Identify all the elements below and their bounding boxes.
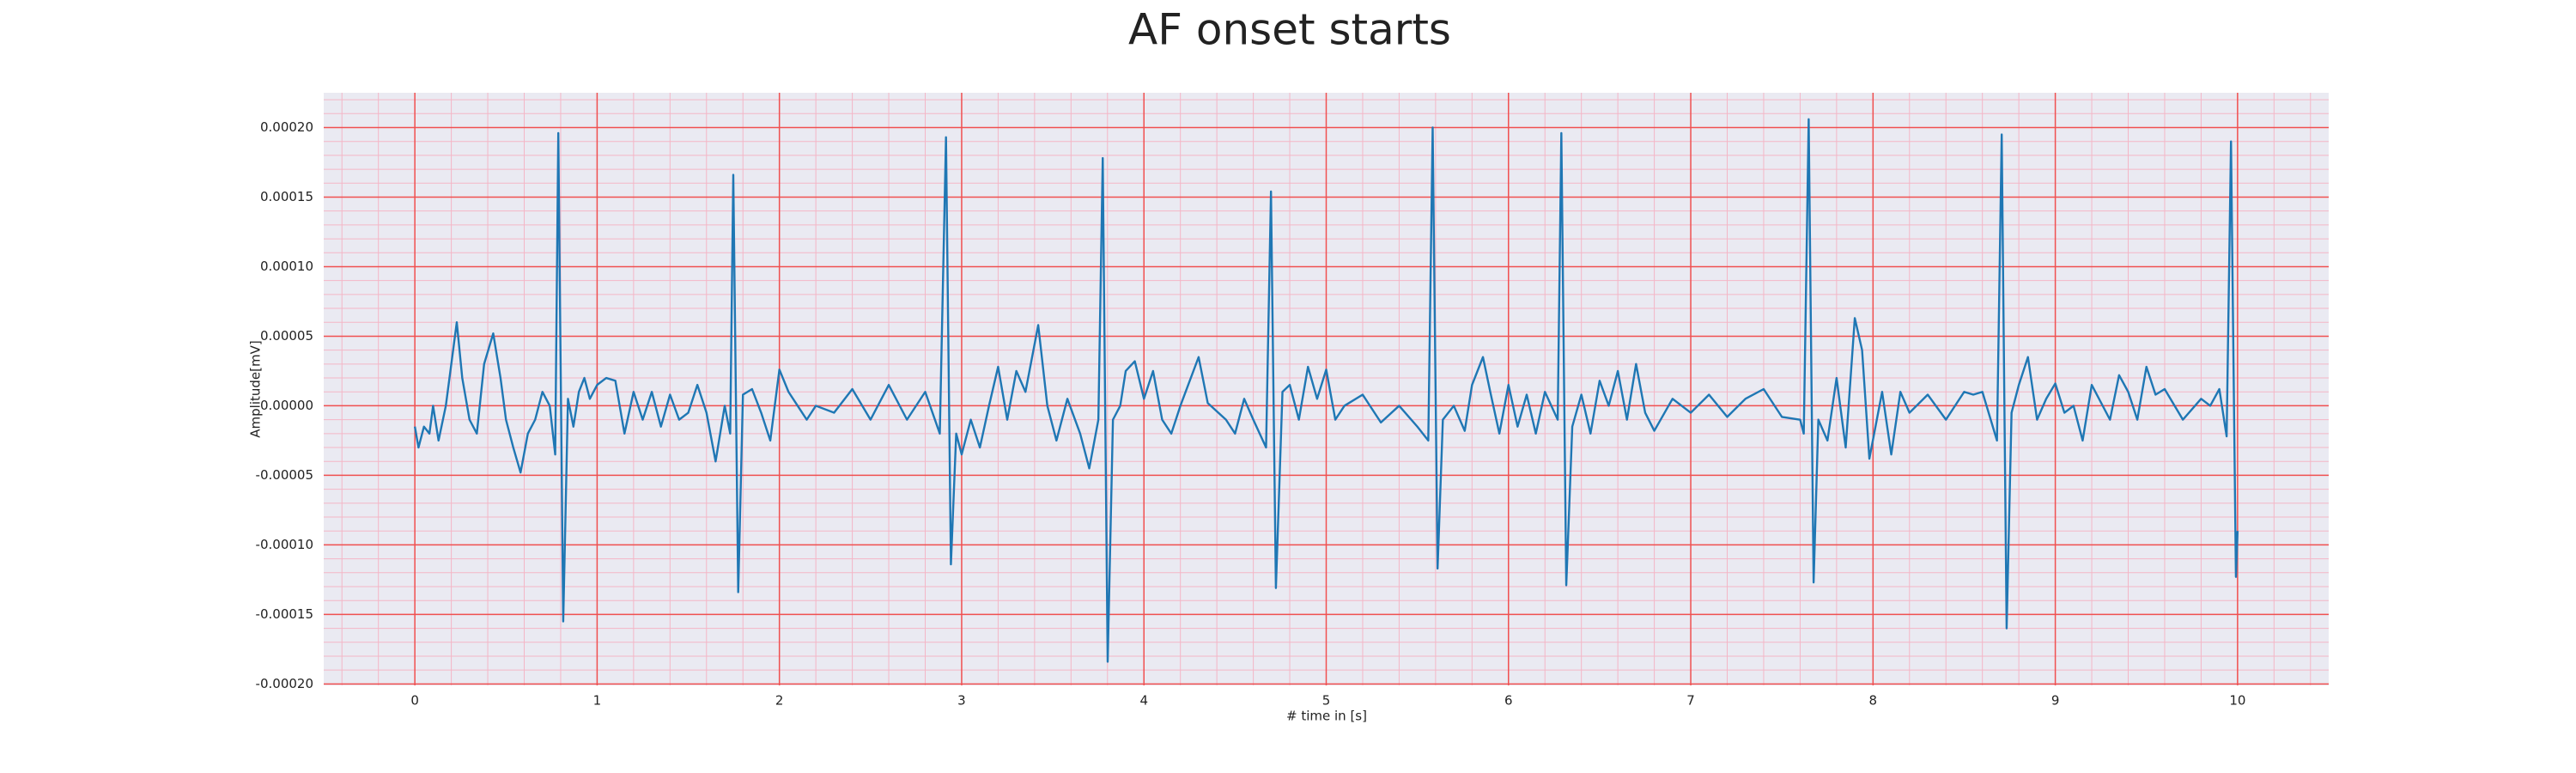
x-tick-label: 0 <box>410 693 419 709</box>
y-tick-label: -0.00005 <box>256 467 313 483</box>
y-tick-label: -0.00020 <box>256 676 313 691</box>
x-tick-label: 5 <box>1322 693 1331 709</box>
x-tick-label: 2 <box>775 693 784 709</box>
signal-line <box>413 118 2239 663</box>
x-tick-label: 6 <box>1504 693 1513 709</box>
x-tick-label: 8 <box>1869 693 1878 709</box>
x-tick-label: 7 <box>1686 693 1695 709</box>
x-tick-label: 10 <box>2229 693 2245 709</box>
y-tick-label: 0.00005 <box>260 328 313 344</box>
y-tick-label: -0.00010 <box>256 537 313 552</box>
x-tick-label: 4 <box>1139 693 1148 709</box>
y-tick-label: 0.00010 <box>260 259 313 274</box>
x-tick-label: 9 <box>2051 693 2060 709</box>
y-tick-label: 0.00015 <box>260 189 313 204</box>
y-tick-label: 0.00020 <box>260 119 313 135</box>
y-tick-label: 0.00000 <box>260 398 313 413</box>
chart-title: AF onset starts <box>1128 5 1451 55</box>
x-axis-label: # time in [s] <box>1286 709 1367 724</box>
x-tick-label: 1 <box>593 693 602 709</box>
x-tick-label: 3 <box>957 693 966 709</box>
y-tick-label: -0.00015 <box>256 606 313 622</box>
y-axis-label: Amplitude[mV] <box>248 340 264 437</box>
